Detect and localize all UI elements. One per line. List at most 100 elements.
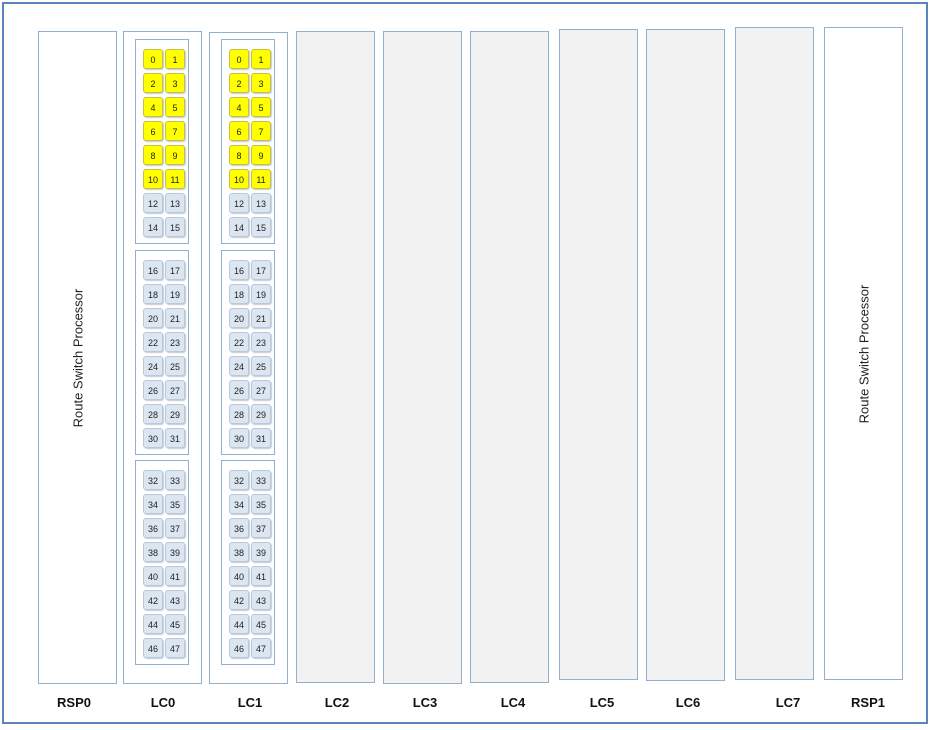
- port-36[interactable]: 36: [229, 518, 249, 538]
- port-47[interactable]: 47: [251, 638, 271, 658]
- port-6[interactable]: 6: [143, 121, 163, 141]
- port-33[interactable]: 33: [251, 470, 271, 490]
- port-10[interactable]: 10: [143, 169, 163, 189]
- port-28[interactable]: 28: [143, 404, 163, 424]
- port-16[interactable]: 16: [143, 260, 163, 280]
- port-38[interactable]: 38: [229, 542, 249, 562]
- port-32[interactable]: 32: [229, 470, 249, 490]
- port-22[interactable]: 22: [143, 332, 163, 352]
- port-14[interactable]: 14: [143, 217, 163, 237]
- port-8[interactable]: 8: [143, 145, 163, 165]
- port-35[interactable]: 35: [165, 494, 185, 514]
- port-27[interactable]: 27: [251, 380, 271, 400]
- port-24[interactable]: 24: [229, 356, 249, 376]
- port-26[interactable]: 26: [143, 380, 163, 400]
- slot-lc3[interactable]: [383, 31, 462, 684]
- port-19[interactable]: 19: [165, 284, 185, 304]
- port-40[interactable]: 40: [229, 566, 249, 586]
- port-44[interactable]: 44: [143, 614, 163, 634]
- port-11[interactable]: 11: [165, 169, 185, 189]
- port-2[interactable]: 2: [143, 73, 163, 93]
- port-35[interactable]: 35: [251, 494, 271, 514]
- port-37[interactable]: 37: [165, 518, 185, 538]
- port-25[interactable]: 25: [165, 356, 185, 376]
- port-2[interactable]: 2: [229, 73, 249, 93]
- slot-rsp1[interactable]: Route Switch Processor: [824, 27, 903, 680]
- slot-lc7[interactable]: [735, 27, 814, 680]
- port-4[interactable]: 4: [143, 97, 163, 117]
- port-15[interactable]: 15: [165, 217, 185, 237]
- port-17[interactable]: 17: [251, 260, 271, 280]
- port-9[interactable]: 9: [251, 145, 271, 165]
- port-0[interactable]: 0: [229, 49, 249, 69]
- port-5[interactable]: 5: [165, 97, 185, 117]
- port-31[interactable]: 31: [251, 428, 271, 448]
- port-33[interactable]: 33: [165, 470, 185, 490]
- port-34[interactable]: 34: [229, 494, 249, 514]
- slot-lc6[interactable]: [646, 29, 725, 681]
- port-34[interactable]: 34: [143, 494, 163, 514]
- port-8[interactable]: 8: [229, 145, 249, 165]
- port-20[interactable]: 20: [143, 308, 163, 328]
- port-29[interactable]: 29: [251, 404, 271, 424]
- port-1[interactable]: 1: [251, 49, 271, 69]
- port-13[interactable]: 13: [165, 193, 185, 213]
- port-0[interactable]: 0: [143, 49, 163, 69]
- port-38[interactable]: 38: [143, 542, 163, 562]
- port-5[interactable]: 5: [251, 97, 271, 117]
- port-7[interactable]: 7: [165, 121, 185, 141]
- port-42[interactable]: 42: [143, 590, 163, 610]
- port-12[interactable]: 12: [229, 193, 249, 213]
- port-18[interactable]: 18: [143, 284, 163, 304]
- slot-lc2[interactable]: [296, 31, 375, 683]
- port-26[interactable]: 26: [229, 380, 249, 400]
- port-43[interactable]: 43: [251, 590, 271, 610]
- port-36[interactable]: 36: [143, 518, 163, 538]
- port-41[interactable]: 41: [165, 566, 185, 586]
- port-19[interactable]: 19: [251, 284, 271, 304]
- port-39[interactable]: 39: [251, 542, 271, 562]
- port-20[interactable]: 20: [229, 308, 249, 328]
- port-9[interactable]: 9: [165, 145, 185, 165]
- port-25[interactable]: 25: [251, 356, 271, 376]
- port-39[interactable]: 39: [165, 542, 185, 562]
- port-30[interactable]: 30: [143, 428, 163, 448]
- port-40[interactable]: 40: [143, 566, 163, 586]
- port-45[interactable]: 45: [165, 614, 185, 634]
- port-1[interactable]: 1: [165, 49, 185, 69]
- port-23[interactable]: 23: [165, 332, 185, 352]
- port-17[interactable]: 17: [165, 260, 185, 280]
- port-29[interactable]: 29: [165, 404, 185, 424]
- port-15[interactable]: 15: [251, 217, 271, 237]
- port-3[interactable]: 3: [165, 73, 185, 93]
- port-18[interactable]: 18: [229, 284, 249, 304]
- port-46[interactable]: 46: [143, 638, 163, 658]
- port-32[interactable]: 32: [143, 470, 163, 490]
- port-46[interactable]: 46: [229, 638, 249, 658]
- slot-lc5[interactable]: [559, 29, 638, 680]
- slot-lc4[interactable]: [470, 31, 549, 683]
- port-24[interactable]: 24: [143, 356, 163, 376]
- slot-rsp0[interactable]: Route Switch Processor: [38, 31, 117, 684]
- port-12[interactable]: 12: [143, 193, 163, 213]
- port-11[interactable]: 11: [251, 169, 271, 189]
- port-23[interactable]: 23: [251, 332, 271, 352]
- port-43[interactable]: 43: [165, 590, 185, 610]
- port-44[interactable]: 44: [229, 614, 249, 634]
- port-14[interactable]: 14: [229, 217, 249, 237]
- port-42[interactable]: 42: [229, 590, 249, 610]
- port-21[interactable]: 21: [251, 308, 271, 328]
- port-27[interactable]: 27: [165, 380, 185, 400]
- port-13[interactable]: 13: [251, 193, 271, 213]
- port-47[interactable]: 47: [165, 638, 185, 658]
- port-21[interactable]: 21: [165, 308, 185, 328]
- port-22[interactable]: 22: [229, 332, 249, 352]
- port-30[interactable]: 30: [229, 428, 249, 448]
- port-16[interactable]: 16: [229, 260, 249, 280]
- port-3[interactable]: 3: [251, 73, 271, 93]
- port-28[interactable]: 28: [229, 404, 249, 424]
- port-4[interactable]: 4: [229, 97, 249, 117]
- port-10[interactable]: 10: [229, 169, 249, 189]
- port-45[interactable]: 45: [251, 614, 271, 634]
- port-6[interactable]: 6: [229, 121, 249, 141]
